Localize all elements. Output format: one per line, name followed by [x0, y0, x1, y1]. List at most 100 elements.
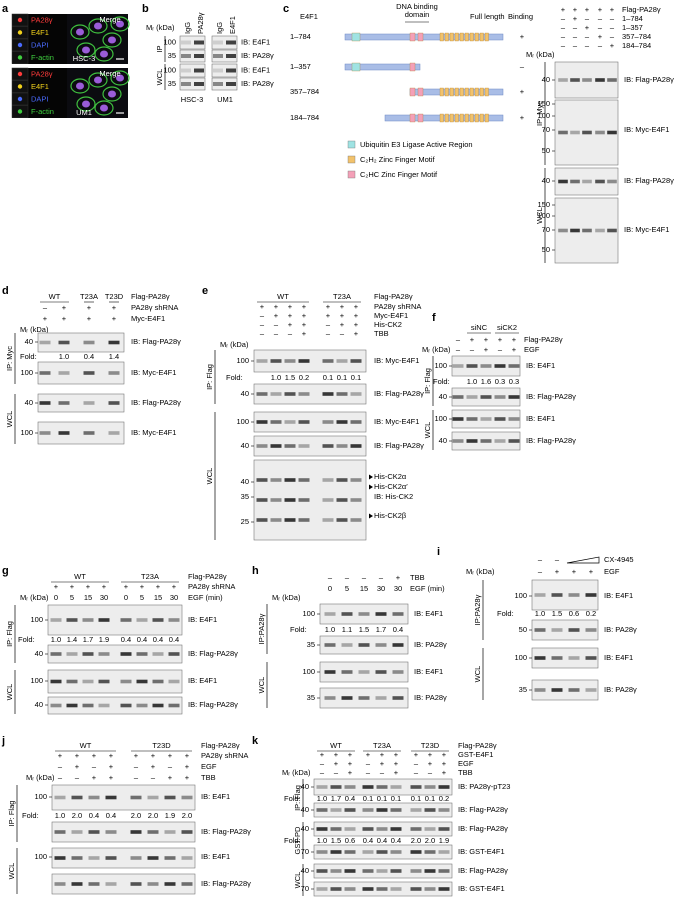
marker-label: 100 — [434, 414, 447, 423]
fold-value: 0.4 — [169, 635, 179, 644]
ib-label: IB: Flag-PA28γ — [374, 441, 424, 450]
band — [336, 359, 348, 363]
band — [568, 688, 580, 692]
cell-line-label: UM1 — [217, 95, 233, 104]
condition-sign: + — [168, 751, 173, 760]
band — [168, 679, 180, 684]
group-label: IP:PA28γ — [257, 613, 266, 644]
condition-sign: – — [43, 303, 48, 312]
band — [284, 444, 296, 448]
band — [50, 618, 62, 622]
condition-label: 1–357 — [622, 23, 643, 32]
fold-value: 0.2 — [299, 373, 309, 382]
fold-value: 1.0 — [271, 373, 281, 382]
band — [424, 869, 436, 873]
mr-label: Mᵣ (kDa) — [20, 325, 49, 334]
band — [82, 679, 94, 684]
condition-label: PA28γ shRNA — [201, 751, 248, 760]
condition-sign: – — [610, 23, 615, 32]
motif — [469, 87, 474, 97]
fold-label: Fold: — [20, 352, 37, 361]
condition-sign: + — [442, 759, 447, 768]
motif — [464, 32, 469, 42]
marker-label: 70 — [301, 847, 309, 856]
fold-value: 1.5 — [359, 625, 369, 634]
band — [316, 785, 328, 789]
band — [336, 478, 348, 482]
channel-label: DAPI — [31, 40, 49, 49]
condition-label: Flag-PA28γ — [374, 292, 413, 301]
band — [570, 228, 580, 233]
condition-sign: 15 — [84, 593, 92, 602]
lane-label: PA28γ — [196, 12, 205, 34]
band — [136, 618, 148, 622]
cell-outline — [94, 100, 114, 116]
band — [424, 785, 436, 789]
condition-label: Flag-PA28γ — [524, 335, 563, 344]
band — [344, 869, 356, 873]
motif — [444, 113, 449, 123]
condition-sign: + — [585, 5, 590, 14]
band — [324, 612, 336, 616]
condition-sign: + — [396, 573, 401, 582]
ib-label: IB: Myc-E4F1 — [131, 428, 176, 437]
group-label: IP: Myc — [5, 346, 14, 371]
condition-label: EGF — [524, 345, 540, 354]
ib-label: IB: Flag-PA28γ — [131, 398, 181, 407]
condition-sign: + — [598, 32, 603, 41]
genotype-label: WT — [277, 292, 289, 301]
ib-label: IB: PA28γ — [604, 625, 637, 634]
band — [164, 882, 176, 886]
panel-letter: e — [202, 285, 208, 297]
condition-sign: – — [151, 773, 156, 782]
ib-label: IB: E4F1 — [604, 653, 633, 662]
condition-label: Flag-PA28γ — [458, 741, 497, 750]
condition-sign: + — [54, 582, 59, 591]
condition-sign: – — [470, 345, 475, 354]
condition-sign: 0 — [124, 593, 128, 602]
nucleus — [76, 82, 84, 90]
marker-label: 100 — [163, 37, 176, 46]
band — [358, 670, 370, 674]
fold-value: 2.0 — [72, 811, 82, 820]
fold-value: 0.4 — [121, 635, 131, 644]
motif — [484, 32, 489, 42]
ib-label: IB: E4F1 — [241, 65, 270, 74]
condition-sign: – — [320, 768, 325, 777]
band — [105, 795, 117, 800]
condition-sign: – — [498, 345, 503, 354]
condition-sign: 0 — [54, 593, 58, 602]
marker-label: 35 — [307, 693, 315, 702]
band — [480, 439, 492, 443]
condition-sign: – — [58, 773, 63, 782]
condition-sign: + — [394, 768, 399, 777]
band — [390, 850, 402, 854]
header: domain — [405, 10, 430, 19]
group-label: IP: Flag — [423, 368, 432, 394]
fold-value: 0.4 — [393, 625, 403, 634]
construct-bar — [344, 63, 421, 71]
marker-label: 150 — [537, 200, 550, 209]
condition-sign: + — [260, 302, 265, 311]
panel-letter: b — [142, 3, 149, 15]
fold-value: 0.1 — [411, 794, 421, 803]
condition-sign: – — [573, 41, 578, 50]
band — [147, 795, 159, 800]
cell-outline — [88, 72, 108, 88]
band — [120, 703, 132, 708]
condition-sign: + — [573, 5, 578, 14]
motif — [459, 113, 464, 123]
band — [324, 670, 336, 674]
condition-label: TBB — [410, 573, 425, 582]
condition-sign: + — [334, 759, 339, 768]
motif — [417, 87, 424, 97]
marker-label: 100 — [537, 111, 550, 120]
band — [298, 359, 310, 363]
header: DNA binding — [396, 2, 438, 11]
condition-label: Myc-E4F1 — [374, 311, 408, 320]
legend-swatch — [347, 140, 356, 149]
ib-label: IB: Flag-PA28γ — [458, 866, 508, 875]
cell-dot — [17, 84, 23, 89]
panel-letter: a — [2, 3, 9, 15]
motif — [454, 113, 459, 123]
